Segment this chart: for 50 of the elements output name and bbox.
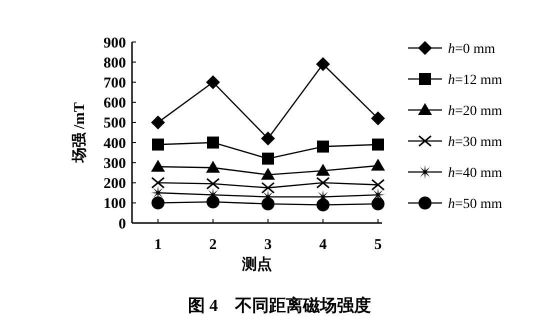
point [206, 75, 220, 90]
x-tick-label: 1 [154, 237, 162, 253]
point [151, 186, 165, 200]
x-tick-label: 3 [264, 237, 272, 253]
point [206, 178, 220, 190]
point [151, 160, 165, 172]
point [316, 198, 330, 212]
point [261, 182, 275, 194]
y-tick-label: 400 [104, 136, 126, 152]
y-axis-title: 场强 /mT [71, 102, 88, 164]
y-tick-label: 0 [118, 216, 126, 232]
y-tick-label: 600 [104, 96, 126, 112]
legend-label: h=12 mm [448, 72, 502, 88]
y-tick-label: 800 [104, 55, 126, 72]
legend-label: h=30 mm [448, 134, 502, 150]
point [207, 136, 219, 149]
point [261, 132, 275, 146]
legend-label: h=40 mm [448, 166, 502, 181]
y-tick-label: 200 [104, 176, 126, 192]
legend-label: h=50 mm [448, 196, 502, 212]
point [371, 111, 385, 126]
y-tick-label: 300 [104, 156, 126, 172]
point [151, 115, 165, 130]
point [152, 138, 164, 151]
point [372, 197, 384, 210]
x-tick-label: 4 [319, 237, 328, 253]
point [371, 178, 385, 191]
point [262, 152, 274, 165]
y-tick-label: 500 [104, 116, 126, 132]
text: 图 4 不同距离磁场强度 [188, 296, 371, 315]
point [206, 160, 220, 173]
point [371, 158, 385, 171]
point [316, 176, 330, 189]
x-tick-label: 5 [374, 237, 382, 253]
y-tick-label: 700 [104, 75, 126, 92]
point [262, 197, 274, 210]
point [372, 138, 384, 151]
point [206, 195, 220, 208]
point [152, 196, 164, 210]
point [261, 168, 275, 180]
point [316, 57, 330, 72]
legend-label: h=20 mm [448, 104, 502, 119]
legend-label: h=0 mm [448, 42, 496, 57]
x-tick-label: 2 [209, 237, 217, 253]
point [151, 176, 165, 189]
point [317, 140, 329, 153]
point [316, 164, 330, 176]
x-axis-title: 测点 [241, 256, 272, 273]
y-tick-label: 900 [104, 35, 126, 52]
y-tick-label: 100 [104, 196, 126, 212]
